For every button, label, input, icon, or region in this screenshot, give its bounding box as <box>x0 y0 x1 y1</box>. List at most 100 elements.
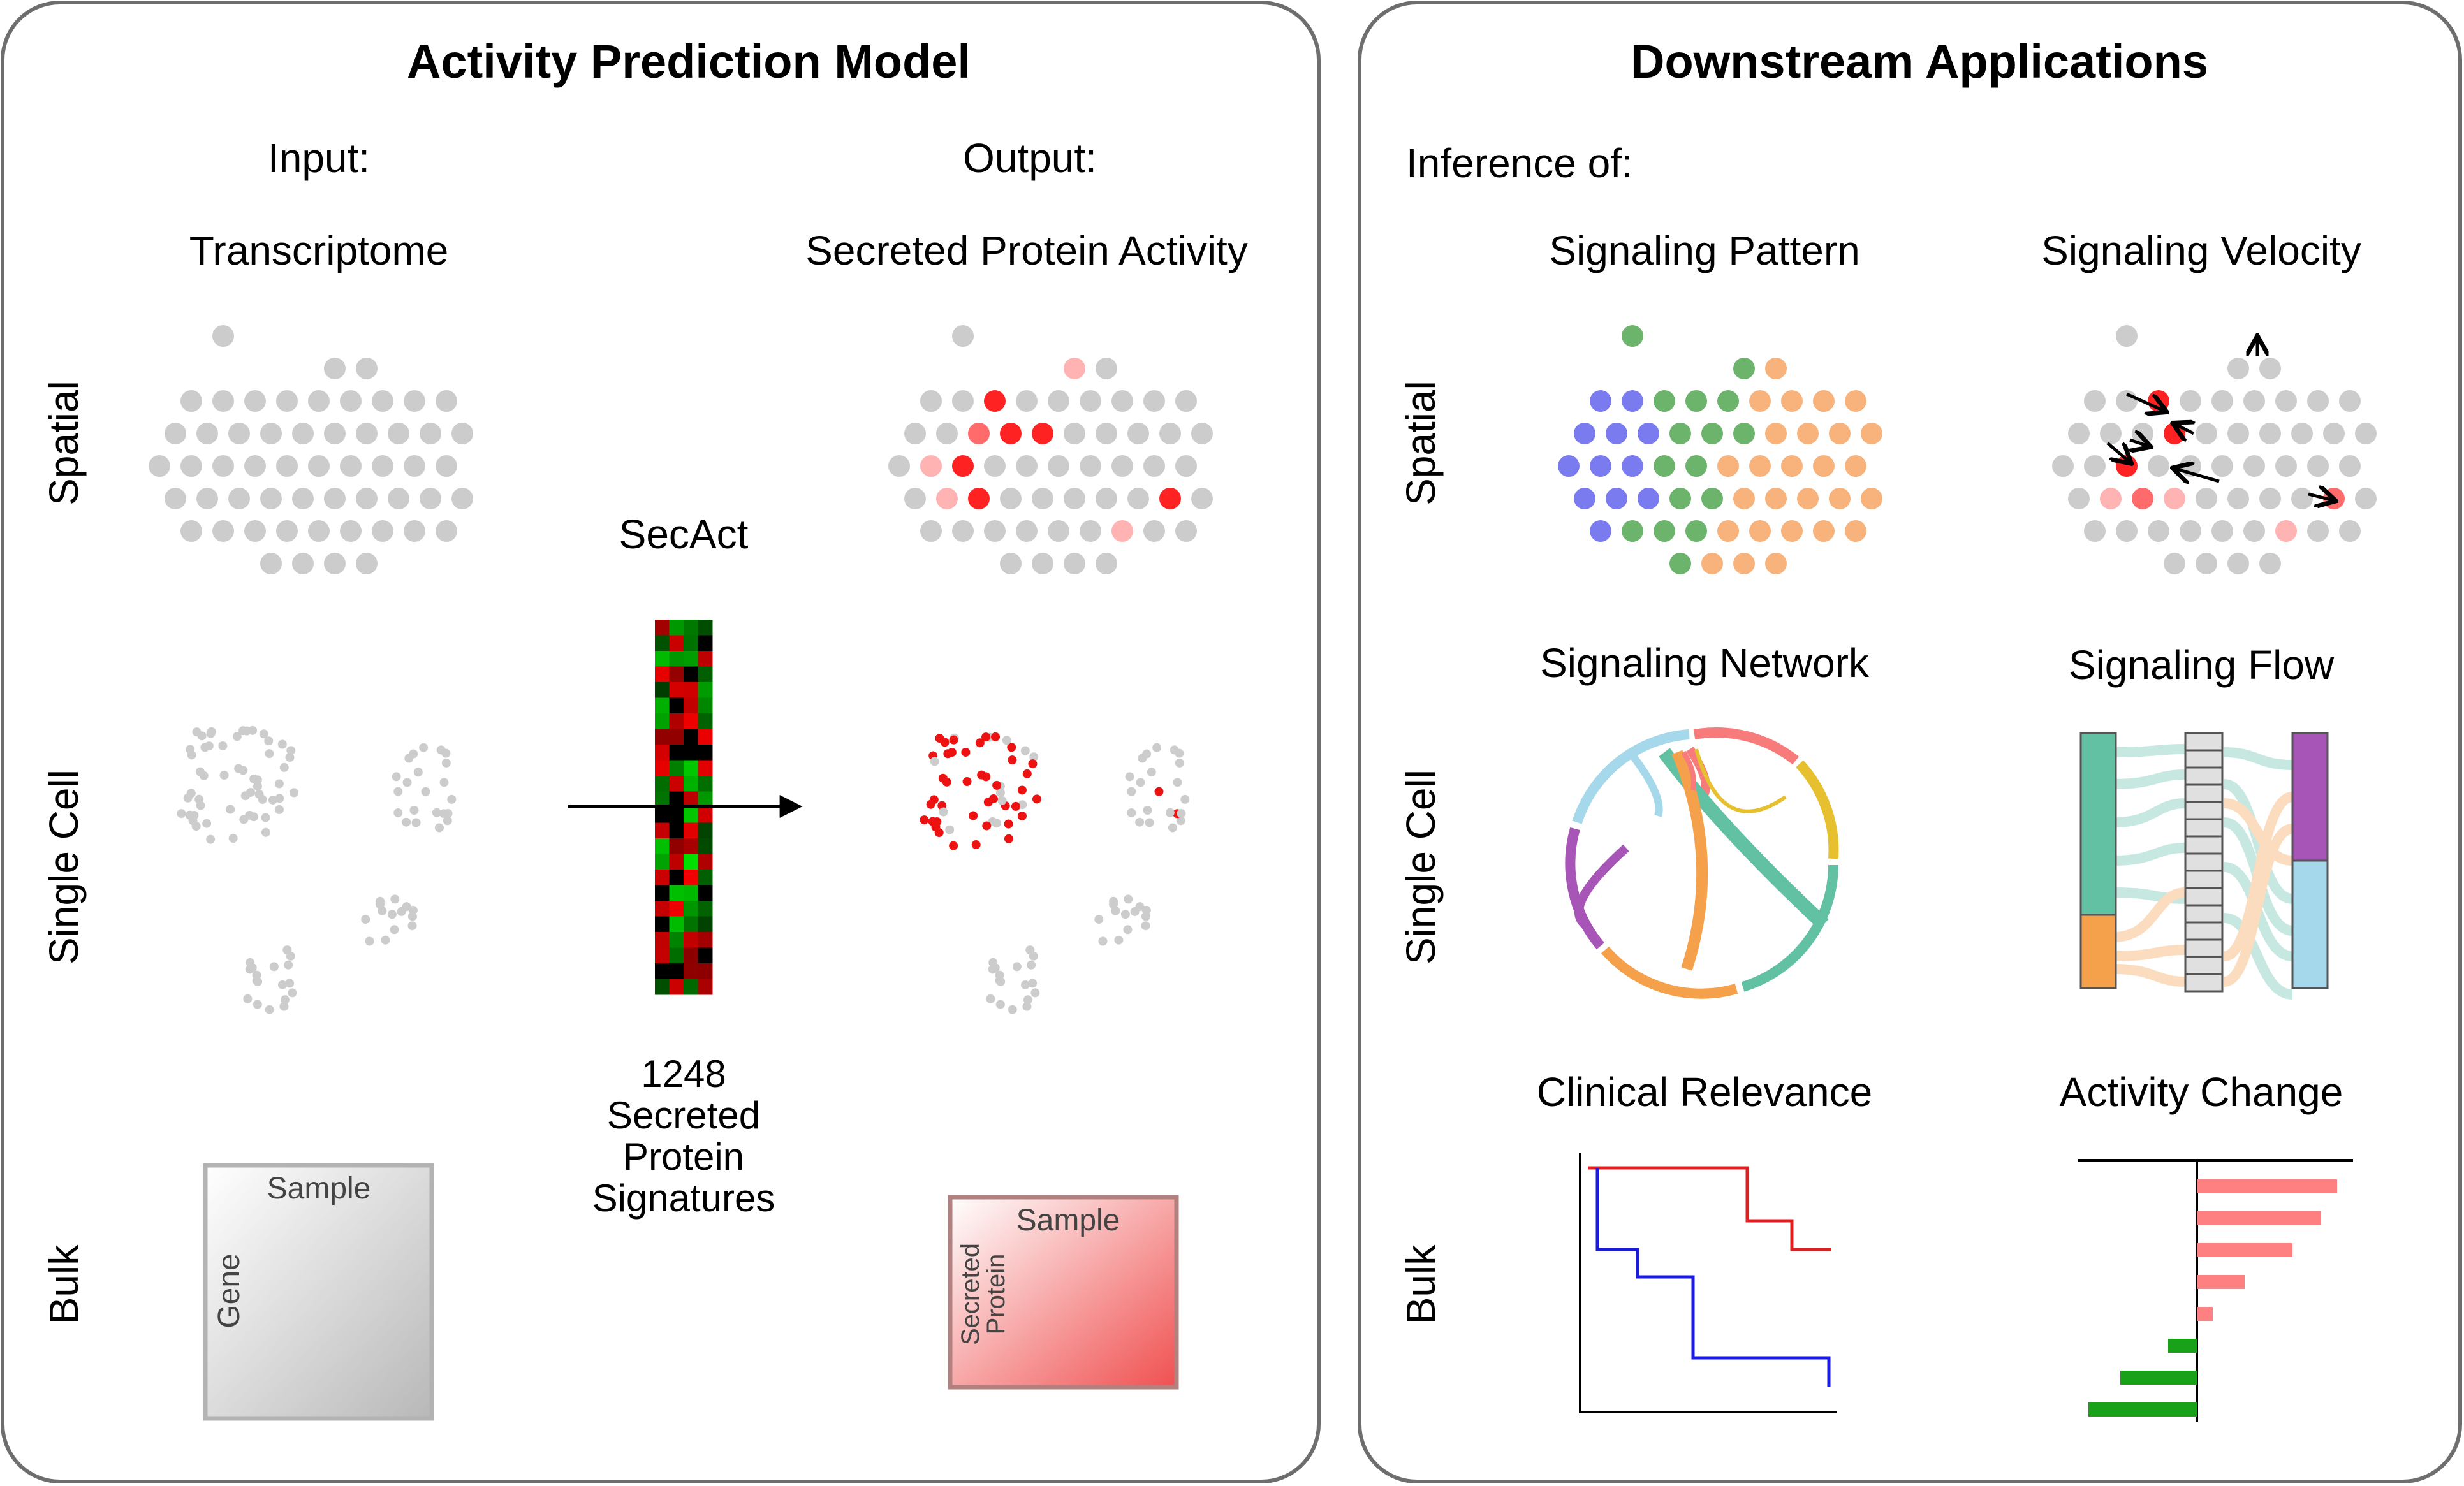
app-clinical-relevance: Clinical Relevance <box>1537 1069 1872 1115</box>
heatmap-cell <box>684 697 698 714</box>
flow-middle-node <box>2184 835 2224 855</box>
clinical-survival-plot <box>1579 1153 1837 1413</box>
cell-dot <box>204 741 214 751</box>
heatmap-cell <box>684 838 698 854</box>
heatmap-cell <box>698 620 713 636</box>
spatial-spot <box>920 520 942 542</box>
spatial-spot <box>1781 390 1803 412</box>
output-label: Output: <box>963 135 1097 181</box>
spatial-spot <box>451 488 473 509</box>
spatial-spot <box>968 488 990 509</box>
heatmap-cell <box>669 682 684 698</box>
cell-dot <box>990 963 1000 972</box>
spatial-spot <box>1143 520 1165 542</box>
flow-ribbon <box>2224 747 2293 770</box>
cell-dot <box>1020 980 1030 989</box>
cell-dot <box>408 905 418 915</box>
spatial-spot <box>2196 423 2217 444</box>
spatial-spot <box>2307 455 2329 477</box>
cell-dot <box>393 787 403 796</box>
flow-middle-nodes <box>2184 732 2224 993</box>
heatmap-cell <box>684 651 698 667</box>
spatial-spot <box>1080 455 1101 477</box>
flow-ribbon <box>2113 769 2186 789</box>
heatmap-cell <box>698 979 713 995</box>
cell-dot <box>995 1000 1005 1009</box>
bulk-input-sample-label: Sample <box>267 1172 371 1206</box>
heatmap-cell <box>669 620 684 636</box>
spatial-spot <box>888 455 910 477</box>
cell-dot <box>945 825 955 834</box>
spatial-spot <box>2100 423 2122 444</box>
cell-dot <box>397 907 406 916</box>
cell-dot <box>183 793 193 803</box>
cell-dot <box>926 799 935 809</box>
input-name: Transcriptome <box>189 228 449 273</box>
cell-dot <box>381 935 390 945</box>
spatial-spot <box>1080 520 1101 542</box>
cell-dot <box>277 980 287 989</box>
flow-ribbon <box>2113 744 2186 757</box>
flow-middle-node <box>2184 956 2224 975</box>
cell-dot <box>995 788 1005 798</box>
cell-dot <box>439 778 449 787</box>
spatial-spot <box>1701 553 1723 574</box>
cell-dot <box>402 817 411 827</box>
flow-middle-node <box>2184 818 2224 838</box>
spatial-spot <box>228 423 250 444</box>
chord-arc-blue <box>1572 729 1690 824</box>
spatial-spot <box>244 520 266 542</box>
spatial-spot <box>1861 488 1882 509</box>
spatial-spot <box>952 455 974 477</box>
spatial-spot <box>952 390 974 412</box>
spatial-spot <box>180 390 202 412</box>
spatial-spot <box>2307 520 2329 542</box>
cell-dot <box>947 748 957 757</box>
spatial-spot <box>1080 390 1101 412</box>
spatial-spot <box>1064 423 1085 444</box>
cell-dot <box>249 812 258 822</box>
heatmap-cell <box>684 916 698 933</box>
heatmap-cell <box>655 651 670 667</box>
cell-dot <box>365 936 374 946</box>
spatial-spot <box>1717 520 1739 542</box>
cell-dot <box>934 828 944 838</box>
spatial-spot <box>2211 520 2233 542</box>
spatial-spot <box>356 553 378 574</box>
spatial-spot <box>1749 455 1771 477</box>
spatial-spot <box>1606 423 1627 444</box>
spatial-spot <box>340 390 362 412</box>
spatial-spot <box>356 488 378 509</box>
heatmap-cell <box>655 807 670 823</box>
cell-dot <box>1028 979 1038 988</box>
spatial-spot <box>936 423 958 444</box>
right-row-label-single-cell: Single Cell <box>1398 769 1444 965</box>
spatial-spot <box>1175 455 1197 477</box>
heatmap-cell <box>655 885 670 901</box>
spatial-spot <box>1000 553 1022 574</box>
heatmap-cell <box>669 854 684 870</box>
cell-dot <box>189 811 199 820</box>
cell-dot <box>961 747 971 757</box>
cell-dot <box>238 766 248 775</box>
cell-dot <box>392 772 401 782</box>
chord-arc-yellow <box>1796 760 1839 859</box>
spatial-spot <box>1016 455 1038 477</box>
heatmap-cell <box>669 885 684 901</box>
heatmap-cell <box>698 870 713 885</box>
spatial-spot <box>1606 488 1627 509</box>
spatial-spot <box>1765 488 1787 509</box>
flow-ribbon <box>2113 843 2186 866</box>
spatial-spot <box>1749 390 1771 412</box>
heatmap-cell <box>669 870 684 885</box>
spatial-spot <box>1111 520 1133 542</box>
signaling-velocity-spots <box>2052 325 2377 574</box>
spatial-spot <box>1685 390 1707 412</box>
spatial-spot <box>1813 455 1835 477</box>
spatial-spot <box>1638 488 1659 509</box>
cell-dot <box>1173 778 1182 787</box>
right-row-label-bulk: Bulk <box>1398 1244 1444 1325</box>
app-signaling-pattern: Signaling Pattern <box>1549 228 1859 273</box>
cell-dot <box>962 777 972 787</box>
cell-dot <box>1141 921 1150 931</box>
